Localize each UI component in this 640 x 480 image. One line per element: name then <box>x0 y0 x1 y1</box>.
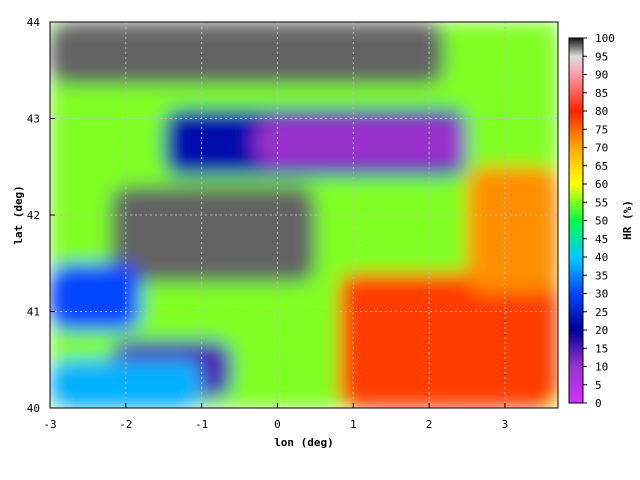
colorbar-tick-label: 85 <box>595 87 608 100</box>
colorbar-tick-label: 45 <box>595 233 608 246</box>
colorbar-tick-label: 0 <box>595 397 602 410</box>
colorbar-tick-label: 30 <box>595 288 608 301</box>
colorbar-tick-label: 40 <box>595 251 608 264</box>
colorbar-tick-label: 95 <box>595 50 608 63</box>
colorbar-tick-label: 20 <box>595 324 608 337</box>
colorbar-tick-label: 10 <box>595 361 608 374</box>
colorbar-tick-label: 55 <box>595 196 608 209</box>
gridlines <box>50 22 558 408</box>
colorbar-ticks: 0 5 10 15 20 25 30 35 40 45 50 55 60 65 70 75 80 85 90 95 10… <box>583 32 615 410</box>
y-axis-title: lat (deg) <box>12 185 25 245</box>
colorbar: 0 5 10 15 20 25 30 35 40 45 50 55 60 65 70 75 80 85 90 95 10… <box>568 32 634 410</box>
y-tick-label: 41 <box>27 306 40 319</box>
x-tick-label: 1 <box>350 418 357 431</box>
colorbar-tick-label: 80 <box>595 105 608 118</box>
humidity-region <box>50 22 445 85</box>
humidity-field <box>50 22 558 408</box>
y-tick-label: 43 <box>27 113 40 126</box>
x-tick-label: -3 <box>43 418 56 431</box>
colorbar-tick-label: 70 <box>595 142 608 155</box>
plot-area <box>50 22 558 408</box>
colorbar-title: HR (%) <box>621 200 634 240</box>
humidity-region <box>467 166 558 293</box>
colorbar-tick-label: 15 <box>595 342 608 355</box>
x-tick-label: 3 <box>502 418 509 431</box>
colorbar-tick-label: 90 <box>595 69 608 82</box>
x-axis-title: lon (deg) <box>274 436 334 449</box>
x-tick-label: -1 <box>195 418 208 431</box>
humidity-region <box>254 118 468 167</box>
x-tick-label: -2 <box>119 418 132 431</box>
x-axis: -3 -2 -1 0 1 2 3 <box>43 403 508 431</box>
colorbar-ramp <box>568 37 584 404</box>
colorbar-tick-label: 5 <box>595 379 602 392</box>
colorbar-tick-label: 50 <box>595 215 608 228</box>
y-tick-label: 42 <box>27 209 40 222</box>
y-axis: 40 41 42 43 44 <box>27 16 55 415</box>
colorbar-tick-label: 65 <box>595 160 608 173</box>
colorbar-tick-label: 60 <box>595 178 608 191</box>
colorbar-tick-label: 35 <box>595 269 608 282</box>
colorbar-tick-label: 100 <box>595 32 615 45</box>
y-tick-label: 40 <box>27 402 40 415</box>
colorbar-tick-label: 75 <box>595 123 608 136</box>
x-tick-label: 0 <box>274 418 281 431</box>
humidity-region <box>110 186 316 283</box>
humidity-region <box>50 263 141 331</box>
x-tick-label: 2 <box>426 418 433 431</box>
colorbar-tick-label: 25 <box>595 306 608 319</box>
y-tick-label: 44 <box>27 16 41 29</box>
humidity-region <box>338 272 558 408</box>
